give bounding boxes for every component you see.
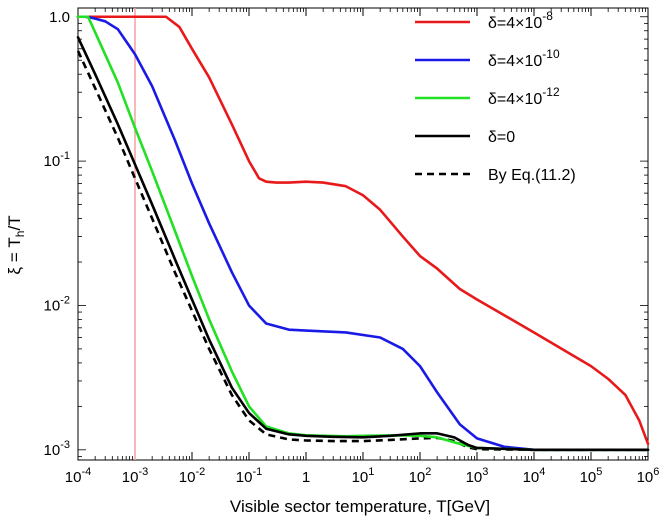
x-tick-label: 10-3: [122, 466, 148, 486]
legend-label-exponent: -8: [542, 9, 553, 23]
series-line: [76, 36, 650, 452]
legend-entry: δ=0: [415, 129, 515, 146]
plot-area: [76, 8, 650, 460]
x-tick-label-base: 10: [409, 469, 426, 486]
x-tick-label-exponent: 2: [425, 466, 431, 478]
legend-entry: By Eq.(11.2): [415, 167, 576, 184]
x-tick-label: 106: [637, 466, 660, 486]
x-tick-label: 105: [580, 466, 603, 486]
x-tick-label-exponent: 6: [653, 466, 659, 478]
legend-label-text: δ=4×10: [488, 15, 542, 32]
legend-label: By Eq.(11.2): [488, 167, 576, 184]
axes: 10-4 10-3 10-2 10-1 1 101 102 103 104 105 10610-31…: [44, 7, 660, 486]
x-tick-label-base: 10: [122, 469, 139, 486]
legend-label: δ=0: [488, 129, 515, 146]
x-tick-label-base: 10: [179, 469, 196, 486]
legend-label: δ=4×10-8: [488, 9, 553, 32]
x-tick-label: 10-4: [65, 466, 91, 486]
x-tick-label-base: 10: [236, 469, 253, 486]
x-tick-label-base: 1: [302, 469, 310, 486]
x-tick-label-base: 10: [352, 469, 369, 486]
legend-entry: δ=4×10-12: [415, 85, 560, 108]
x-tick-label: 104: [523, 466, 546, 486]
x-tick-label-exponent: 5: [596, 466, 602, 478]
x-tick-label-base: 10: [523, 469, 540, 486]
legend: δ=4×10-8δ=4×10-10δ=4×10-12δ=0By Eq.(11.2…: [415, 9, 576, 184]
y-tick-label-exponent: -1: [60, 150, 70, 162]
x-tick-label-base: 10: [466, 469, 483, 486]
y-tick-label-base: 10: [44, 442, 61, 459]
x-tick-label-base: 10: [65, 469, 82, 486]
y-axis-label-main: ξ = T: [5, 237, 24, 274]
y-tick-label-base: 10: [44, 297, 61, 314]
y-tick-label: 10-2: [44, 294, 70, 314]
x-tick-label: 102: [409, 466, 432, 486]
series-line: [76, 15, 650, 452]
x-tick-label: 1: [302, 469, 310, 486]
x-tick-label: 103: [466, 466, 489, 486]
legend-entry: δ=4×10-8: [415, 9, 553, 32]
y-tick-label: 1.0: [49, 9, 70, 26]
x-tick-label: 101: [352, 466, 375, 486]
y-tick-label: 10-3: [44, 439, 70, 459]
y-tick-label-base: 10: [44, 153, 61, 170]
series-line: [76, 15, 650, 452]
legend-label-text: δ=4×10: [488, 53, 542, 70]
legend-label-text: δ=4×10: [488, 91, 542, 108]
legend-entry: δ=4×10-10: [415, 47, 560, 70]
y-tick-label: 10-1: [44, 150, 70, 170]
x-tick-label-exponent: -1: [252, 466, 262, 478]
y-tick-label-exponent: -3: [60, 439, 70, 451]
legend-label-text: δ=0: [488, 129, 515, 146]
series-line: [76, 50, 648, 452]
legend-label-exponent: -10: [542, 47, 560, 61]
y-axis-label: ξ = Th/T: [5, 215, 27, 274]
x-tick-label-exponent: -2: [195, 466, 205, 478]
x-tick-label-exponent: 1: [368, 466, 374, 478]
y-axis-label-tail: /T: [5, 215, 24, 230]
x-tick-label-exponent: -4: [81, 466, 91, 478]
legend-label: δ=4×10-10: [488, 47, 560, 70]
x-tick-label: 10-2: [179, 466, 205, 486]
y-axis-label-subscript: h: [13, 231, 27, 238]
legend-label: δ=4×10-12: [488, 85, 560, 108]
x-axis-label: Visible sector temperature, T[GeV]: [230, 497, 490, 516]
series-line: [76, 15, 650, 446]
x-tick-label-exponent: -3: [138, 466, 148, 478]
x-tick-label: 10-1: [236, 466, 262, 486]
legend-label-exponent: -12: [542, 85, 560, 99]
x-tick-label-base: 10: [637, 469, 654, 486]
y-tick-label-base: 1.0: [49, 9, 70, 26]
x-tick-label-exponent: 3: [482, 466, 488, 478]
legend-label-text: By Eq.(11.2): [488, 167, 576, 184]
x-tick-label-exponent: 4: [539, 466, 545, 478]
y-tick-label-exponent: -2: [60, 294, 70, 306]
x-tick-label-base: 10: [580, 469, 597, 486]
